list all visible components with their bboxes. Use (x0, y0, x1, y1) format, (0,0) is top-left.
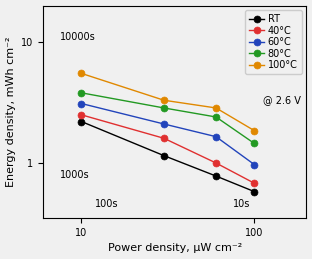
Y-axis label: Energy density, mWh cm⁻²: Energy density, mWh cm⁻² (6, 37, 16, 187)
40°C (252, 182, 256, 185)
Line: 60°C: 60°C (78, 100, 258, 168)
Line: 40°C: 40°C (78, 111, 258, 187)
Line: 100°C: 100°C (78, 70, 258, 134)
60°C (214, 135, 218, 138)
Text: 10s: 10s (233, 199, 250, 208)
100°C (80, 72, 83, 75)
RT (214, 175, 218, 178)
40°C (162, 137, 166, 140)
100°C (252, 129, 256, 132)
RT (162, 154, 166, 157)
Text: 1000s: 1000s (60, 170, 90, 180)
80°C (162, 106, 166, 110)
60°C (252, 163, 256, 166)
Line: 80°C: 80°C (78, 89, 258, 147)
Legend: RT, 40°C, 60°C, 80°C, 100°C: RT, 40°C, 60°C, 80°C, 100°C (246, 10, 302, 74)
60°C (80, 102, 83, 105)
100°C (162, 99, 166, 102)
60°C (162, 123, 166, 126)
80°C (252, 142, 256, 145)
80°C (80, 91, 83, 94)
Text: 100s: 100s (95, 199, 119, 208)
X-axis label: Power density, μW cm⁻²: Power density, μW cm⁻² (108, 243, 242, 254)
40°C (80, 113, 83, 116)
100°C (214, 106, 218, 110)
Text: 10000s: 10000s (60, 32, 95, 42)
Text: @ 2.6 V: @ 2.6 V (263, 95, 301, 105)
RT (80, 120, 83, 123)
40°C (214, 161, 218, 164)
Line: RT: RT (78, 118, 258, 195)
80°C (214, 116, 218, 119)
RT (252, 190, 256, 193)
